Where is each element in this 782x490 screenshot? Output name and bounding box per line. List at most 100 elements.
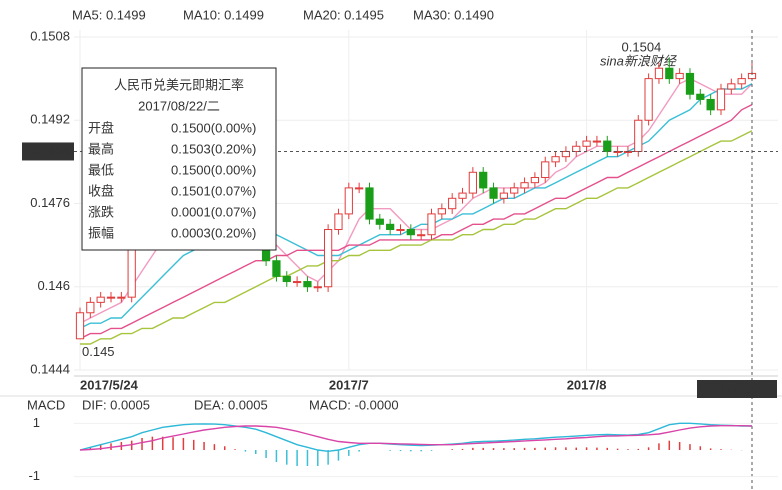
candle-body	[303, 281, 312, 288]
tooltip-title: 人民币兑美元即期汇率	[114, 77, 244, 92]
macd-bar	[658, 443, 660, 450]
macd-bar	[410, 450, 412, 452]
macd-bar	[575, 447, 577, 450]
macd-legend-entry: MACD: -0.0000	[309, 397, 399, 412]
candle-body	[344, 187, 353, 215]
macd-bar	[554, 447, 557, 450]
candle-body	[355, 187, 364, 190]
macd-bar	[647, 447, 650, 450]
crosshair-y-box	[22, 142, 74, 161]
macd-bar	[223, 446, 226, 450]
macd-line	[79, 425, 753, 451]
macd-bar	[213, 444, 216, 450]
macd-bar	[172, 437, 174, 450]
macd-bar	[192, 439, 195, 450]
tooltip-row-value: 0.1500(0.00%)	[171, 162, 256, 177]
macd-bar	[306, 450, 309, 466]
candle-body	[106, 296, 116, 299]
macd-bar	[234, 449, 236, 450]
macd-bar	[399, 450, 402, 452]
macd-bar	[503, 448, 505, 450]
candle-body	[696, 93, 705, 100]
macd-bar	[689, 444, 691, 450]
candle-body	[324, 229, 333, 288]
macd-bar	[451, 449, 453, 450]
candle-body	[96, 296, 105, 303]
macd-bar	[389, 450, 391, 451]
watermark: sina新浪财经	[600, 53, 678, 68]
macd-bar	[151, 436, 154, 450]
macd-y-tick-label: 1	[33, 415, 40, 430]
macd-bar	[265, 450, 267, 458]
crosshair-x-box	[697, 380, 777, 398]
x-tick-label: 2017/8	[567, 377, 607, 392]
macd-bar	[565, 447, 567, 450]
macd-bar	[678, 442, 681, 450]
tooltip-row-label: 开盘	[88, 120, 114, 135]
candle-body	[727, 83, 736, 90]
candle-body	[592, 140, 602, 143]
macd-bar	[492, 448, 495, 450]
macd-bar	[544, 447, 546, 450]
macd-bar	[286, 450, 288, 465]
candle-body	[551, 156, 560, 163]
tooltip-date: 2017/08/22/二	[138, 98, 220, 113]
candle-body	[417, 234, 426, 237]
x-tick-label: 2017/5/24	[80, 377, 139, 392]
candle-body	[468, 171, 477, 194]
macd-bar	[699, 446, 702, 450]
candle-body	[272, 260, 281, 277]
tooltip-row-value: 0.0003(0.20%)	[171, 225, 256, 240]
ma-line	[80, 130, 753, 345]
macd-bar	[668, 440, 671, 450]
y-tick-label: 0.1444	[30, 361, 70, 376]
candle-body	[386, 223, 395, 231]
macd-title: MACD	[27, 397, 65, 412]
legend-entry: MA30: 0.1490	[413, 7, 494, 22]
candle-body	[654, 67, 664, 80]
macd-bar	[161, 436, 164, 450]
candle-body	[406, 229, 415, 236]
macd-bar	[472, 447, 474, 450]
tooltip-row-value: 0.1500(0.00%)	[171, 120, 256, 135]
candle-body	[427, 213, 436, 236]
tooltip-row-label: 最低	[88, 162, 114, 177]
candle-body	[737, 78, 746, 85]
tooltip-row-value: 0.1503(0.20%)	[171, 141, 256, 156]
legend-entry: MA20: 0.1495	[303, 7, 384, 22]
macd-bar	[534, 447, 536, 450]
candle-body	[282, 275, 291, 283]
candle-body	[86, 301, 95, 314]
y-tick-label: 0.1508	[30, 28, 70, 43]
macd-bar	[296, 450, 298, 466]
tooltip-row-value: 0.1501(0.07%)	[171, 183, 256, 198]
macd-bar	[420, 450, 422, 452]
candle-body	[706, 98, 715, 111]
tooltip: 人民币兑美元即期汇率 2017/08/22/二开盘 0.1500(0.00%) 最高 0…	[81, 67, 277, 251]
candle-body	[75, 312, 85, 340]
candle-body	[437, 208, 446, 215]
tooltip-box	[81, 67, 277, 251]
macd-bar	[358, 450, 360, 452]
macd-bar	[606, 447, 609, 450]
macd-bar	[523, 447, 526, 450]
y-tick-label: 0.1476	[30, 195, 70, 210]
candle-body	[582, 140, 591, 147]
tooltip-row-label: 收盘	[88, 183, 114, 198]
macd-legend-entry: DEA: 0.0005	[194, 397, 268, 412]
candle-body	[634, 119, 643, 152]
macd-bar	[203, 442, 205, 450]
price-annotation: 0.145	[82, 344, 115, 359]
candle-body	[396, 229, 405, 232]
candle-body	[510, 187, 519, 194]
macd-bar	[337, 450, 340, 461]
candle-body	[292, 281, 302, 284]
candle-body	[448, 197, 457, 210]
candle-body	[520, 182, 529, 189]
candle-body	[685, 72, 695, 95]
ma-line	[79, 103, 753, 340]
candle-body	[530, 176, 540, 184]
candle-body	[675, 72, 684, 80]
macd-bar	[182, 438, 185, 450]
x-tick-label: 2017/7	[329, 377, 369, 392]
